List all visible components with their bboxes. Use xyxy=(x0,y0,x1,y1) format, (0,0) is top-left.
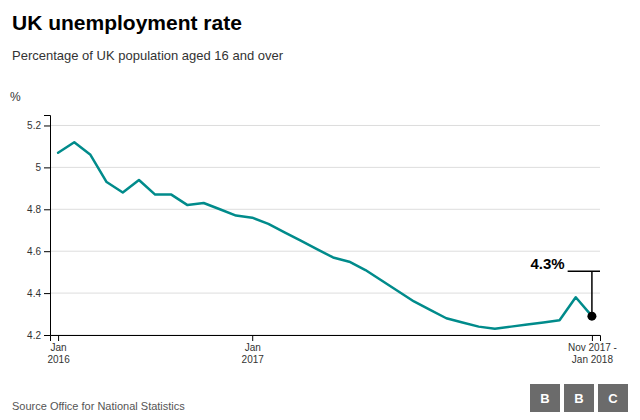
x-tick-label: Jan2017 xyxy=(242,342,265,365)
y-tick-mark xyxy=(44,125,50,126)
annotation: 4.3% xyxy=(530,255,600,312)
grid-line xyxy=(50,293,600,294)
y-axis: 5.2 5 4.8 4.6 4.4 4.2 xyxy=(27,116,50,341)
logo-letter: C xyxy=(608,391,618,406)
x-tick-label: Jan2016 xyxy=(47,342,70,365)
annotation-bracket xyxy=(568,270,600,272)
series-line xyxy=(58,142,592,328)
data-marks xyxy=(58,142,596,328)
x-tick-label: Nov 2017 -Jan 2018 xyxy=(568,342,617,365)
y-tick-mark xyxy=(44,167,50,168)
y-tick-mark xyxy=(44,335,50,336)
y-tick-label: 4.6 xyxy=(27,246,41,257)
chart-container: UK unemployment rate Percentage of UK pop… xyxy=(0,0,640,420)
x-tick-mark xyxy=(252,335,253,341)
x-tick-mark xyxy=(592,335,593,341)
y-tick: 5.2 xyxy=(27,120,50,131)
logo-box xyxy=(530,384,560,412)
y-tick-label: 5 xyxy=(35,162,41,173)
grid xyxy=(50,125,600,335)
y-tick: 4.6 xyxy=(27,246,50,257)
y-tick: 4.2 xyxy=(27,330,50,341)
chart-svg: UK unemployment rate Percentage of UK pop… xyxy=(0,0,640,420)
y-tick-label: 5.2 xyxy=(27,120,41,131)
logo: BBC xyxy=(530,384,628,412)
y-tick-mark xyxy=(44,293,50,294)
x-tick: Nov 2017 -Jan 2018 xyxy=(568,335,617,365)
title: UK unemployment rate xyxy=(12,11,242,34)
logo-box xyxy=(564,384,594,412)
x-tick-label-line: Nov 2017 - xyxy=(568,342,617,353)
y-tick-label: 4.2 xyxy=(27,330,41,341)
logo-letter: B xyxy=(574,391,583,406)
logo-letter: B xyxy=(540,391,549,406)
plot: 5.254.84.64.44.2Jan2016Jan2017Nov 2017 -… xyxy=(27,116,617,366)
x-tick-label-line: Jan xyxy=(245,342,261,353)
y-tick-label: 4.8 xyxy=(27,204,41,215)
y-axis-label: % xyxy=(10,90,21,104)
x-tick-label-line: 2017 xyxy=(242,354,265,365)
last-point xyxy=(587,312,596,321)
grid-line xyxy=(50,167,600,168)
grid-line xyxy=(50,251,600,252)
x-axis: Jan2016Jan2017Nov 2017 -Jan 2018 xyxy=(47,335,616,365)
subtitle: Percentage of UK population aged 16 and … xyxy=(12,48,284,63)
x-tick-label-line: Jan xyxy=(51,342,67,353)
annotation-label: 4.3% xyxy=(530,255,564,272)
y-axis-line xyxy=(44,116,51,336)
y-tick-label: 4.4 xyxy=(27,288,41,299)
source: Source Office for National Statistics xyxy=(12,400,185,412)
grid-line xyxy=(50,125,600,126)
x-tick: Jan2017 xyxy=(242,335,265,365)
y-tick: 5 xyxy=(35,162,50,173)
x-tick-label-line: Jan 2018 xyxy=(572,354,614,365)
y-tick: 4.4 xyxy=(27,288,50,299)
annotation-bracket xyxy=(591,271,593,312)
grid-line xyxy=(50,209,600,210)
logo-box xyxy=(598,384,628,412)
y-tick-mark xyxy=(44,209,50,210)
x-tick-mark xyxy=(58,335,59,341)
y-tick-mark xyxy=(44,251,50,252)
x-tick: Jan2016 xyxy=(47,335,70,365)
x-tick-label-line: 2016 xyxy=(47,354,70,365)
x-axis-line xyxy=(51,336,601,342)
y-tick: 4.8 xyxy=(27,204,50,215)
